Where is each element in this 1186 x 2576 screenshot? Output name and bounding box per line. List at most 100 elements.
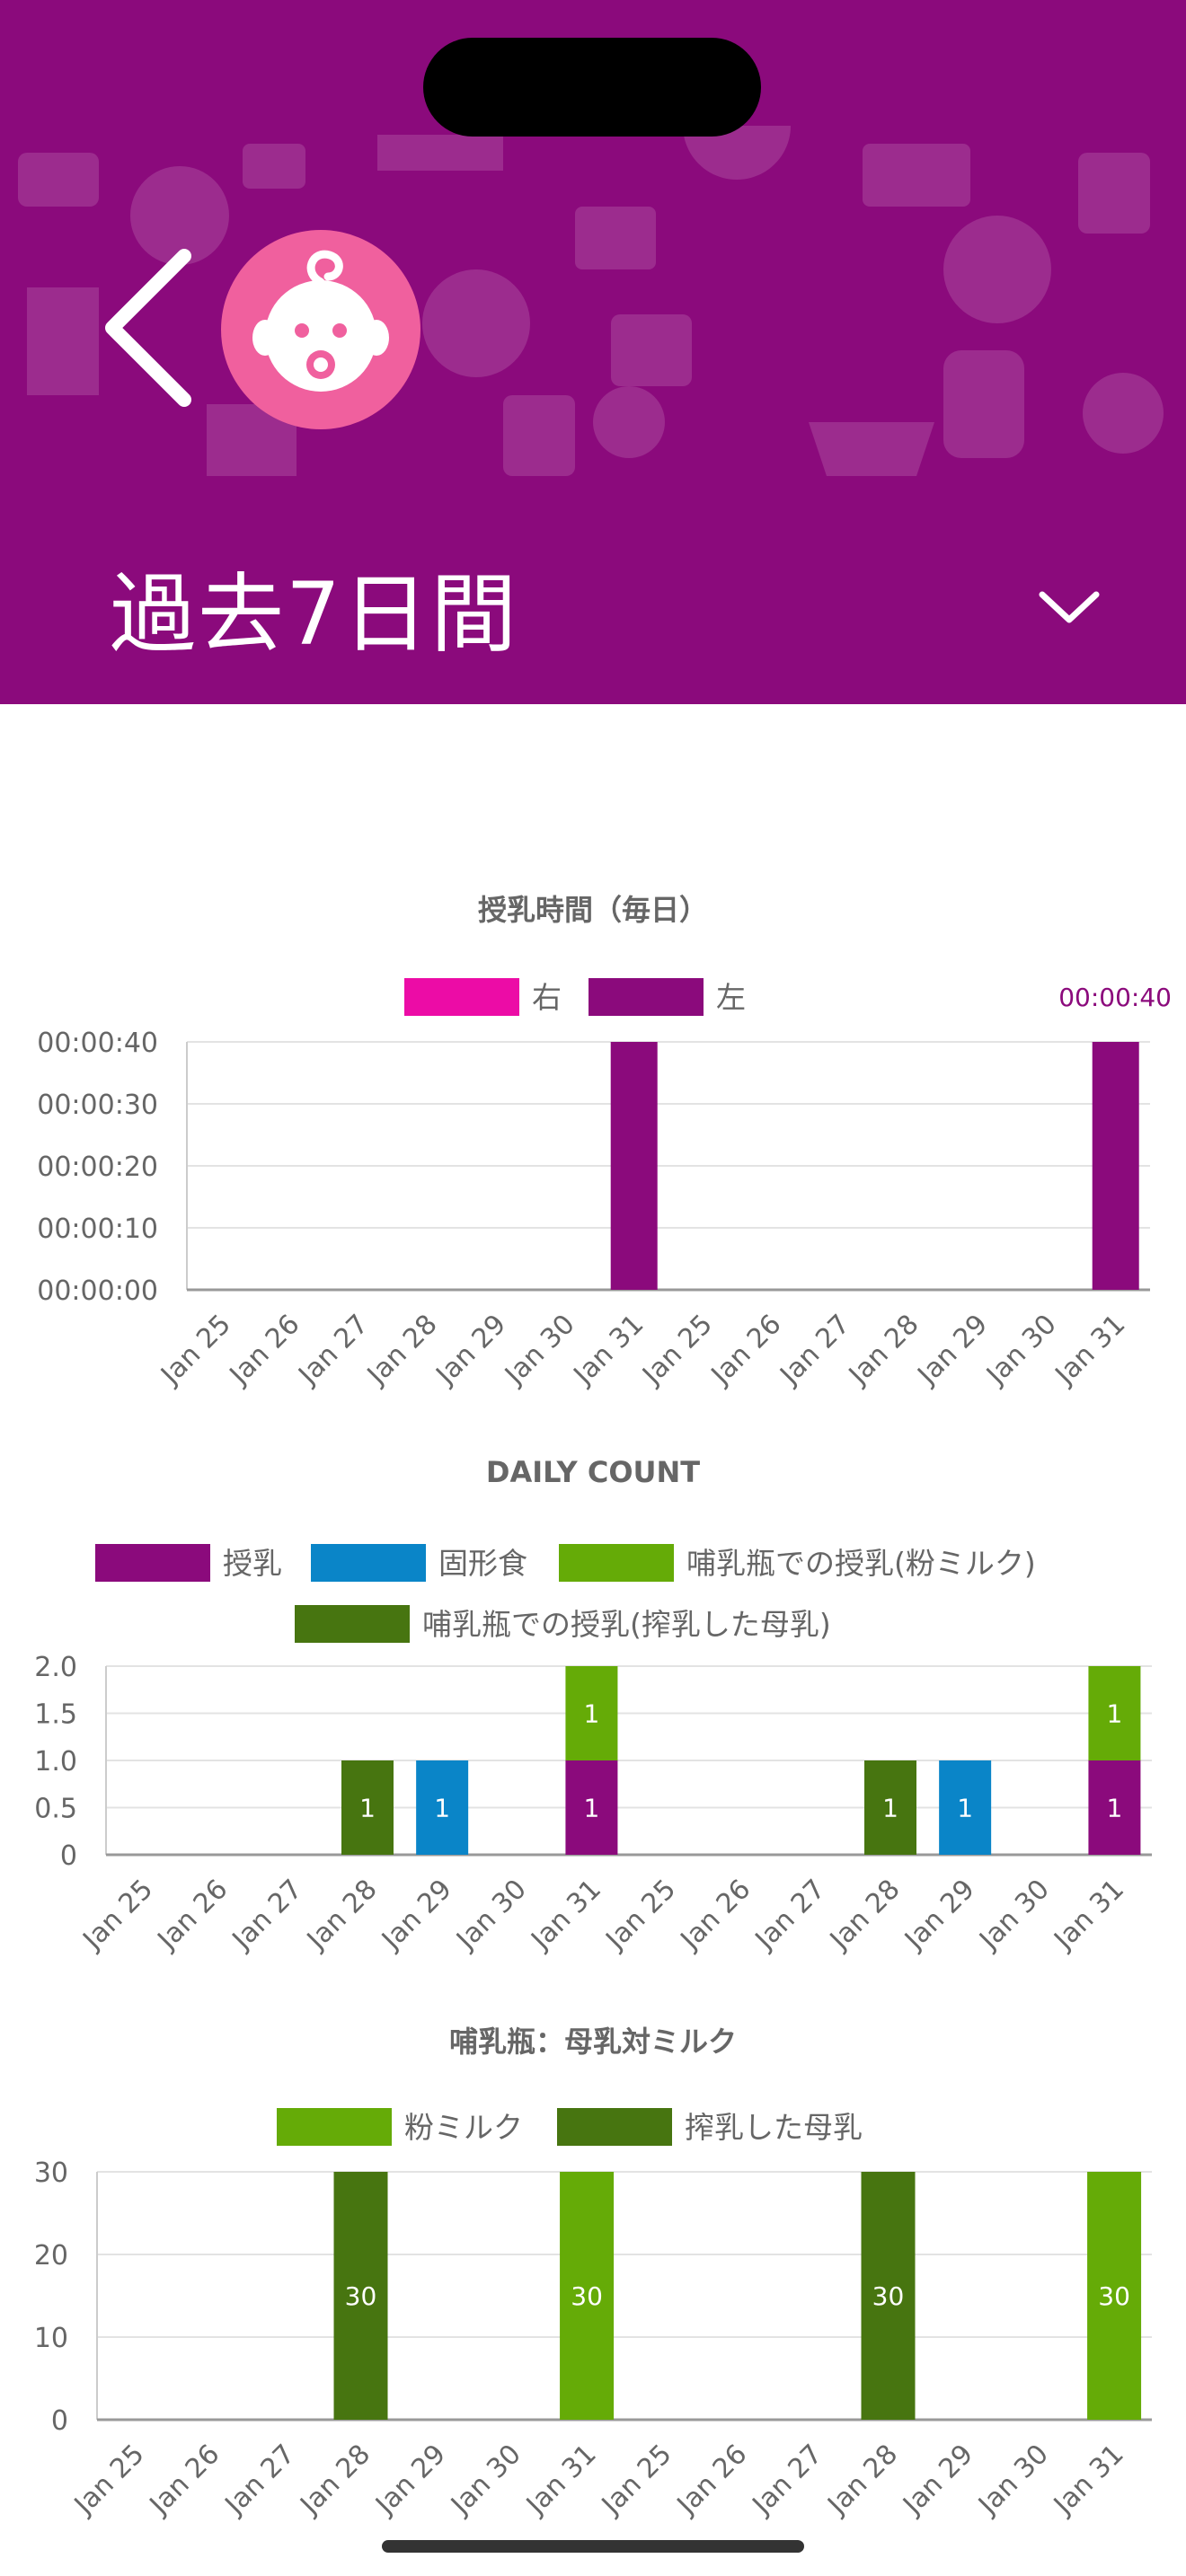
- x-tick-label: Jan 30: [979, 1309, 1063, 1392]
- x-tick-label: Jan 27: [773, 1309, 856, 1392]
- legend-label: 右: [532, 980, 562, 1015]
- bottle-chart-title: 哺乳瓶：母乳対ミルク: [448, 2025, 737, 2059]
- x-tick-label: Jan 26: [670, 2439, 754, 2522]
- x-tick-label: Jan 31: [567, 1309, 651, 1392]
- x-tick-label: Jan 30: [972, 1874, 1056, 1957]
- x-tick-label: Jan 25: [599, 1874, 683, 1957]
- legend-swatch: [557, 2108, 672, 2146]
- legend-swatch: [589, 978, 704, 1016]
- bar: [565, 1666, 618, 1760]
- y-tick-label: 30: [34, 2157, 68, 2189]
- dynamic-island: [423, 38, 761, 137]
- y-tick-label: 1.0: [34, 1746, 77, 1778]
- y-tick-label: 0: [60, 1840, 77, 1872]
- y-tick-label: 10: [34, 2323, 68, 2354]
- bar: [333, 2172, 388, 2420]
- y-tick-label: 00:00:20: [37, 1151, 158, 1183]
- bar-data-label: 30: [1098, 2281, 1130, 2311]
- legend-label: 搾乳した母乳: [685, 2110, 863, 2145]
- bar-data-label: 30: [872, 2281, 905, 2311]
- x-tick-label: Jan 29: [898, 1874, 981, 1957]
- bar-data-label: 1: [882, 1794, 898, 1823]
- daily-count-chart-title: DAILY COUNT: [485, 1455, 701, 1489]
- legend-swatch: [559, 1544, 674, 1582]
- home-indicator[interactable]: [382, 2540, 804, 2553]
- legend-label: 左: [716, 980, 746, 1015]
- bar-data-label: 1: [1107, 1699, 1123, 1729]
- x-tick-label: Jan 31: [519, 2439, 603, 2522]
- x-tick-label: Jan 29: [429, 1309, 513, 1392]
- x-tick-label: Jan 29: [368, 2439, 452, 2522]
- bar: [861, 2172, 916, 2420]
- x-tick-label: Jan 28: [360, 1309, 444, 1392]
- x-tick-label: Jan 28: [294, 2439, 377, 2522]
- x-tick-label: Jan 25: [635, 1309, 719, 1392]
- y-tick-label: 00:00:10: [37, 1213, 158, 1245]
- bar-data-label: 1: [434, 1794, 450, 1823]
- bar: [1087, 2172, 1142, 2420]
- baby-pattern-background: [18, 126, 1164, 476]
- legend-swatch: [295, 1605, 410, 1643]
- x-tick-label: Jan 26: [151, 1874, 235, 1957]
- legend-label: 哺乳瓶での授乳(搾乳した母乳): [422, 1607, 831, 1642]
- baby-face-icon: [252, 250, 389, 392]
- x-tick-label: Jan 25: [595, 2439, 678, 2522]
- legend-swatch: [311, 1544, 426, 1582]
- bar: [1088, 1760, 1141, 1855]
- chevron-down-icon[interactable]: [1033, 584, 1105, 629]
- bar: [1092, 1042, 1139, 1290]
- x-tick-label: Jan 28: [300, 1874, 384, 1957]
- bar: [939, 1760, 992, 1855]
- y-tick-label: 0: [51, 2405, 68, 2437]
- y-tick-label: 00:00:00: [37, 1275, 158, 1307]
- x-tick-label: Jan 27: [226, 1874, 309, 1957]
- feeding-time-chart-title: 授乳時間（毎日）: [477, 893, 708, 927]
- x-tick-label: Jan 25: [154, 1309, 237, 1392]
- legend-swatch: [277, 2108, 392, 2146]
- x-tick-label: Jan 30: [444, 2439, 527, 2522]
- bar-data-label: 1: [584, 1794, 600, 1823]
- bar: [416, 1760, 469, 1855]
- x-tick-label: Jan 25: [67, 2439, 151, 2522]
- bar-data-label: 30: [571, 2281, 603, 2311]
- y-tick-label: 00:00:30: [37, 1090, 158, 1121]
- period-selector-label[interactable]: 過去7日間: [110, 564, 519, 665]
- daily-count-chart: 授乳 固形食 哺乳瓶での授乳(粉ミルク) 哺乳瓶での授乳(搾乳した母乳) 0 0.5 1.0…: [34, 1544, 1152, 1957]
- x-tick-label: Jan 28: [842, 1309, 925, 1392]
- x-tick-label: Jan 29: [896, 2439, 979, 2522]
- x-tick-label: Jan 26: [143, 2439, 226, 2522]
- back-button[interactable]: [90, 243, 216, 413]
- x-tick-label: Jan 27: [218, 2439, 302, 2522]
- bar-data-label: 1: [1107, 1794, 1123, 1823]
- x-tick-label: Jan 31: [1047, 1874, 1130, 1957]
- x-tick-label: Jan 27: [746, 2439, 829, 2522]
- x-tick-label: Jan 30: [449, 1874, 533, 1957]
- x-tick-label: Jan 29: [911, 1309, 995, 1392]
- bar: [610, 1042, 658, 1290]
- y-tick-label: 2.0: [34, 1652, 77, 1683]
- legend-label: 授乳: [223, 1546, 282, 1581]
- bar-data-label: 30: [345, 2281, 377, 2311]
- bar: [565, 1760, 618, 1855]
- x-tick-label: Jan 28: [823, 1874, 907, 1957]
- legend-label: 哺乳瓶での授乳(粉ミルク): [686, 1546, 1036, 1581]
- x-tick-label: Jan 28: [821, 2439, 905, 2522]
- legend-swatch: [404, 978, 519, 1016]
- x-tick-label: Jan 26: [704, 1309, 788, 1392]
- x-tick-label: Jan 29: [375, 1874, 458, 1957]
- x-tick-label: Jan 31: [1049, 1309, 1132, 1392]
- x-tick-label: Jan 26: [223, 1309, 306, 1392]
- bar: [341, 1760, 394, 1855]
- legend-swatch: [95, 1544, 210, 1582]
- y-tick-label: 0.5: [34, 1794, 77, 1825]
- y-tick-label: 1.5: [34, 1699, 77, 1731]
- bar-data-label: 1: [957, 1794, 973, 1823]
- y-tick-label: 00:00:40: [37, 1028, 158, 1059]
- tooltip-annotation: 00:00:40: [1058, 983, 1172, 1012]
- x-tick-label: Jan 26: [674, 1874, 757, 1957]
- bar: [1088, 1666, 1141, 1760]
- feeding-time-chart: 右 左 00:00:00 00:00:10 00:00:20 00:00:30 00:00:…: [37, 978, 1172, 1392]
- baby-avatar[interactable]: [221, 230, 420, 429]
- bar-data-label: 1: [359, 1794, 376, 1823]
